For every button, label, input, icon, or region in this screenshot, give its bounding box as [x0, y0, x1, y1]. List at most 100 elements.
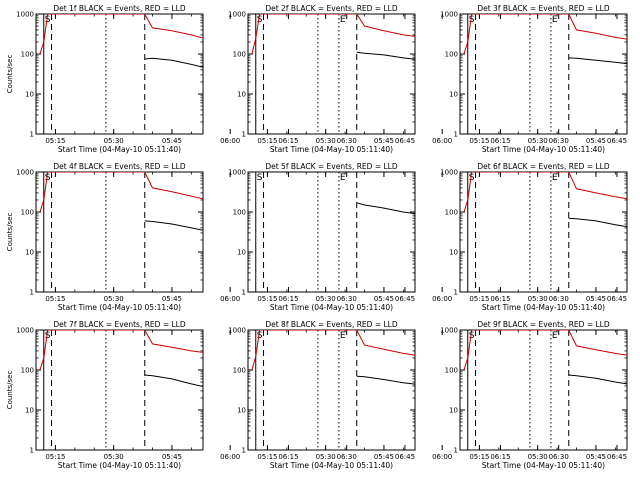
plot-frame: [459, 13, 628, 135]
x-axis-label: Start Time (04-May-10 05:11:40): [270, 461, 393, 470]
plot-title: Det 5f BLACK = Events, RED = LLD: [265, 162, 398, 171]
x-tick-label: 06:15: [490, 295, 510, 303]
x-tick-label: 06:30: [549, 295, 569, 303]
x-axis-label: Start Time (04-May-10 05:11:40): [270, 303, 393, 312]
x-tick-label: 05:15: [469, 137, 489, 145]
plot-frame: [459, 329, 628, 451]
x-tick-label: 06:00: [432, 137, 452, 145]
x-tick-label: 05:45: [162, 137, 182, 145]
x-axis-label: Start Time (04-May-10 05:11:40): [482, 303, 605, 312]
time-marker-label: S: [257, 173, 263, 183]
time-marker-label: S: [257, 331, 263, 341]
y-tick-label: 10: [25, 91, 34, 99]
series-line: [356, 202, 415, 215]
x-tick-label: 06:45: [395, 453, 415, 461]
x-tick-label: 05:30: [528, 453, 548, 461]
time-marker-label: E: [340, 173, 346, 183]
x-tick-label: 06:15: [278, 295, 298, 303]
detector-plot: Det 1f BLACK = Events, RED = LLD11010010…: [6, 4, 415, 154]
y-axis-label: Counts/sec: [6, 55, 14, 94]
series-line: [39, 14, 203, 55]
time-marker-label: E: [340, 15, 346, 25]
time-marker-label: E: [552, 173, 558, 183]
y-tick-label: 100: [233, 209, 246, 217]
x-tick-label: 05:45: [374, 295, 394, 303]
y-tick-label: 1000: [440, 11, 458, 19]
x-tick-label: 05:30: [316, 137, 336, 145]
x-axis-label: Start Time (04-May-10 05:11:40): [58, 145, 181, 154]
x-tick-label: 05:15: [45, 295, 65, 303]
y-tick-label: 1: [242, 131, 246, 139]
y-tick-label: 1000: [228, 169, 246, 177]
plot-title: Det 6f BLACK = Events, RED = LLD: [477, 162, 610, 171]
x-tick-label: 05:45: [162, 453, 182, 461]
detector-plot: Det 3f BLACK = Events, RED = LLD 1 10 100 10…: [440, 4, 628, 154]
x-tick-label: 06:45: [395, 295, 415, 303]
x-tick-label: 05:15: [469, 295, 489, 303]
series-line: [144, 220, 203, 231]
y-tick-label: 10: [25, 407, 34, 415]
x-tick-label: 05:15: [469, 453, 489, 461]
x-tick-label: 06:15: [278, 453, 298, 461]
series-line: [568, 217, 627, 228]
y-tick-label: 100: [445, 209, 458, 217]
x-tick-label: 06:30: [337, 295, 357, 303]
x-tick-label: 05:15: [45, 137, 65, 145]
y-tick-label: 1: [30, 131, 34, 139]
x-axis-label: Start Time (04-May-10 05:11:40): [270, 145, 393, 154]
series-line: [144, 57, 203, 68]
y-tick-label: 1: [454, 447, 458, 455]
y-tick-label: 100: [233, 367, 246, 375]
y-axis-label: Counts/sec: [6, 213, 14, 252]
y-tick-label: 1000: [16, 11, 34, 19]
series-line: [251, 14, 415, 55]
series-line: [356, 375, 415, 385]
y-tick-label: 100: [445, 51, 458, 59]
x-tick-label: 05:15: [257, 295, 277, 303]
detector-plot: Det 2f BLACK = Events, RED = LLD11010010…: [228, 4, 627, 154]
x-tick-label: 05:45: [374, 137, 394, 145]
detector-plot: Det 8f BLACK = Events, RED = LLD 1 10 100 10…: [228, 320, 627, 470]
detector-plot: Det 7f BLACK = Events, RED = LLD11010010…: [6, 320, 415, 470]
x-tick-label: 06:00: [432, 295, 452, 303]
x-tick-label: 06:30: [337, 453, 357, 461]
time-marker-label: S: [469, 173, 475, 183]
x-tick-label: 06:45: [395, 137, 415, 145]
detector-plot: Det 4f BLACK = Events, RED = LLD11010010…: [6, 162, 415, 312]
time-marker-label: S: [45, 15, 51, 25]
plot-title: Det 8f BLACK = Events, RED = LLD: [265, 320, 398, 329]
y-tick-label: 1000: [228, 327, 246, 335]
plot-title: Det 1f BLACK = Events, RED = LLD: [53, 4, 186, 13]
plot-title: Det 3f BLACK = Events, RED = LLD: [477, 4, 610, 13]
x-tick-label: 05:45: [162, 295, 182, 303]
y-tick-label: 1000: [228, 11, 246, 19]
y-tick-label: 100: [21, 51, 34, 59]
series-line: [39, 330, 203, 371]
x-tick-label: 05:30: [528, 295, 548, 303]
plot-title: Det 4f BLACK = Events, RED = LLD: [53, 162, 186, 171]
series-line: [568, 374, 627, 385]
time-marker-label: S: [469, 331, 475, 341]
detector-plot: Det 6f BLACK = Events, RED = LLD 1 10 100 10…: [440, 162, 628, 312]
x-axis-label: Start Time (04-May-10 05:11:40): [482, 145, 605, 154]
x-tick-label: 05:45: [374, 453, 394, 461]
y-tick-label: 100: [21, 367, 34, 375]
y-tick-label: 10: [237, 407, 246, 415]
series-line: [568, 57, 627, 65]
x-tick-label: 05:30: [316, 453, 336, 461]
plot-frame: [247, 171, 416, 293]
y-tick-label: 1: [454, 131, 458, 139]
x-tick-label: 06:45: [607, 295, 627, 303]
y-tick-label: 100: [445, 367, 458, 375]
x-tick-label: 05:30: [104, 137, 124, 145]
x-tick-label: 05:45: [586, 137, 606, 145]
x-tick-label: 05:45: [586, 295, 606, 303]
x-tick-label: 06:45: [607, 453, 627, 461]
y-tick-label: 10: [449, 249, 458, 257]
series-line: [251, 330, 415, 371]
time-marker-label: S: [469, 15, 475, 25]
x-tick-label: 06:00: [432, 453, 452, 461]
y-tick-label: 1000: [16, 169, 34, 177]
x-axis-label: Start Time (04-May-10 05:11:40): [58, 461, 181, 470]
x-tick-label: 06:00: [220, 295, 240, 303]
